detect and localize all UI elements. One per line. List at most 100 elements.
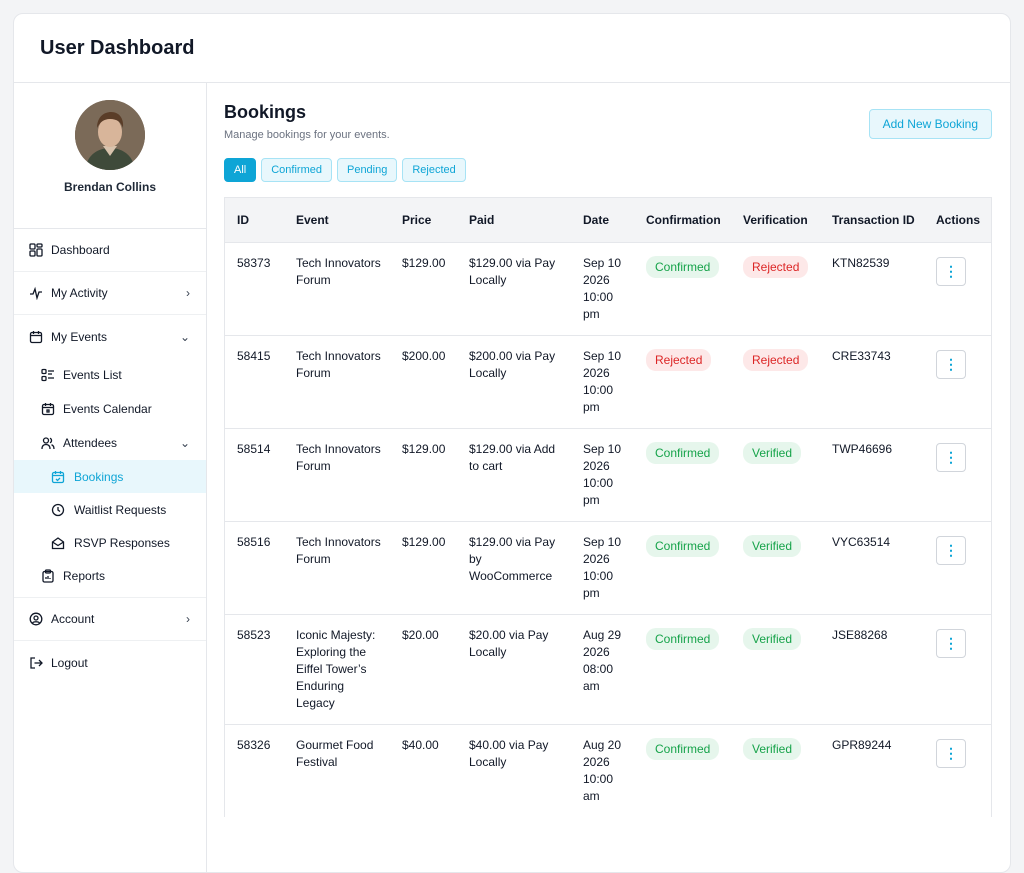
section-title: Bookings (224, 102, 307, 122)
filter-confirmed[interactable]: Confirmed (261, 158, 332, 182)
cell-event: Tech Innovators Forum (284, 241, 390, 335)
sidebar-item-events-list[interactable]: Events List (14, 358, 206, 392)
confirmation-badge: Confirmed (646, 737, 720, 760)
cell-price: $200.00 (390, 334, 457, 428)
sidebar-item-logout[interactable]: Logout (14, 641, 206, 684)
kebab-vertical-icon: ⋮ (944, 448, 958, 465)
chevron-right-icon: › (186, 286, 190, 300)
sidebar-item-label: Reports (63, 569, 106, 583)
cell-verification: Rejected (731, 241, 820, 335)
cell-transaction-id: GPR89244 (820, 723, 924, 817)
cell-confirmation: Confirmed (634, 613, 731, 724)
cell-price: $129.00 (390, 241, 457, 335)
sidebar-item-my-activity[interactable]: My Activity › (14, 272, 206, 315)
cell-confirmation: Confirmed (634, 241, 731, 335)
cell-paid: $129.00 via Pay Locally (457, 241, 571, 335)
calendar-icon (28, 329, 44, 345)
column-header[interactable]: Paid (469, 212, 495, 227)
cell-transaction-id: KTN82539 (820, 241, 924, 335)
confirmation-badge: Rejected (646, 348, 712, 371)
chevron-down-icon: ⌄ (179, 436, 190, 450)
sidebar-item-rsvp[interactable]: RSVP Responses (14, 526, 206, 559)
users-icon (40, 435, 56, 451)
table-row: 58523 Iconic Majesty: Exploring the Eiff… (225, 613, 991, 724)
column-header[interactable]: Confirmation (646, 212, 721, 227)
profile-name: Brendan Collins (63, 180, 156, 194)
row-actions-button[interactable]: ⋮ (936, 535, 966, 565)
table-row: 58514 Tech Innovators Forum $129.00 $129… (225, 427, 991, 521)
cell-id: 58415 (225, 334, 284, 428)
table-row: 58373 Tech Innovators Forum $129.00 $129… (225, 241, 991, 335)
table-row: 58516 Tech Innovators Forum $129.00 $129… (225, 520, 991, 614)
cell-id: 58516 (225, 520, 284, 614)
row-actions-button[interactable]: ⋮ (936, 442, 966, 472)
cell-confirmation: Rejected (634, 334, 731, 428)
table-header-row: ID Event Price Paid Date Confirmation Ve… (225, 198, 991, 242)
section-subtitle: Manage bookings for your events. (224, 129, 390, 141)
cell-date: Aug 29 2026 08:00 am (571, 613, 634, 724)
user-circle-icon (28, 611, 44, 627)
activity-icon (28, 285, 44, 301)
sidebar-item-dashboard[interactable]: Dashboard (14, 229, 206, 272)
column-header[interactable]: Transaction ID (832, 212, 915, 227)
sidebar: Brendan Collins Dashboard My Activity › (14, 83, 207, 872)
bookings-table: ID Event Price Paid Date Confirmation Ve… (225, 198, 991, 817)
column-header[interactable]: Verification (743, 212, 808, 227)
sidebar-item-reports[interactable]: Reports (14, 559, 206, 593)
column-header[interactable]: Price (402, 212, 432, 227)
sidebar-item-label: Bookings (74, 469, 124, 484)
column-header[interactable]: ID (237, 212, 249, 227)
row-actions-button[interactable]: ⋮ (936, 349, 966, 379)
verification-badge: Verified (743, 441, 802, 464)
cell-actions: ⋮ (924, 613, 991, 724)
confirmation-badge: Confirmed (646, 627, 720, 650)
dashboard-card: User Dashboard Brendan Collins (13, 13, 1011, 873)
cell-transaction-id: CRE33743 (820, 334, 924, 428)
cell-price: $40.00 (390, 723, 457, 817)
filter-all[interactable]: All (224, 158, 257, 182)
column-header[interactable]: Date (583, 212, 610, 227)
sidebar-item-my-events[interactable]: My Events ⌄ (14, 315, 206, 358)
verification-badge: Verified (743, 534, 802, 557)
clock-icon (50, 502, 66, 518)
verification-badge: Rejected (743, 255, 809, 278)
cell-event: Tech Innovators Forum (284, 520, 390, 614)
chevron-down-icon: ⌄ (179, 329, 190, 344)
cell-id: 58523 (225, 613, 284, 724)
cell-actions: ⋮ (924, 723, 991, 817)
sidebar-item-account[interactable]: Account › (14, 598, 206, 641)
cell-actions: ⋮ (924, 241, 991, 335)
main-content: Bookings Manage bookings for your events… (207, 83, 1010, 872)
cell-paid: $129.00 via Add to cart (457, 427, 571, 521)
cell-confirmation: Confirmed (634, 427, 731, 521)
add-new-booking-button[interactable]: Add New Booking (868, 109, 992, 139)
row-actions-button[interactable]: ⋮ (936, 738, 966, 768)
bookings-table-wrapper: ID Event Price Paid Date Confirmation Ve… (224, 197, 992, 817)
sidebar-item-label: Account (51, 612, 95, 626)
list-icon (40, 367, 56, 383)
cell-actions: ⋮ (924, 427, 991, 521)
kebab-vertical-icon: ⋮ (944, 744, 958, 761)
row-actions-button[interactable]: ⋮ (936, 256, 966, 286)
column-header[interactable]: Actions (936, 212, 981, 227)
column-header[interactable]: Event (296, 212, 329, 227)
confirmation-badge: Confirmed (646, 534, 720, 557)
sidebar-item-waitlist[interactable]: Waitlist Requests (14, 493, 206, 526)
filter-rejected[interactable]: Rejected (402, 158, 466, 182)
sidebar-item-bookings[interactable]: Bookings (14, 460, 206, 493)
avatar (75, 100, 145, 170)
row-actions-button[interactable]: ⋮ (936, 628, 966, 658)
clipboard-icon (40, 568, 56, 584)
verification-badge: Rejected (743, 348, 809, 371)
filter-pending[interactable]: Pending (336, 158, 398, 182)
sidebar-item-events-calendar[interactable]: Events Calendar (14, 392, 206, 426)
cell-actions: ⋮ (924, 520, 991, 614)
sidebar-item-label: Logout (51, 655, 88, 670)
cell-id: 58326 (225, 723, 284, 817)
sidebar-item-label: Events List (63, 368, 122, 382)
header: User Dashboard (14, 14, 1010, 83)
kebab-vertical-icon: ⋮ (944, 541, 958, 558)
cell-price: $129.00 (390, 427, 457, 521)
sidebar-item-label: My Activity (51, 286, 108, 300)
sidebar-item-attendees[interactable]: Attendees ⌄ (14, 426, 206, 460)
